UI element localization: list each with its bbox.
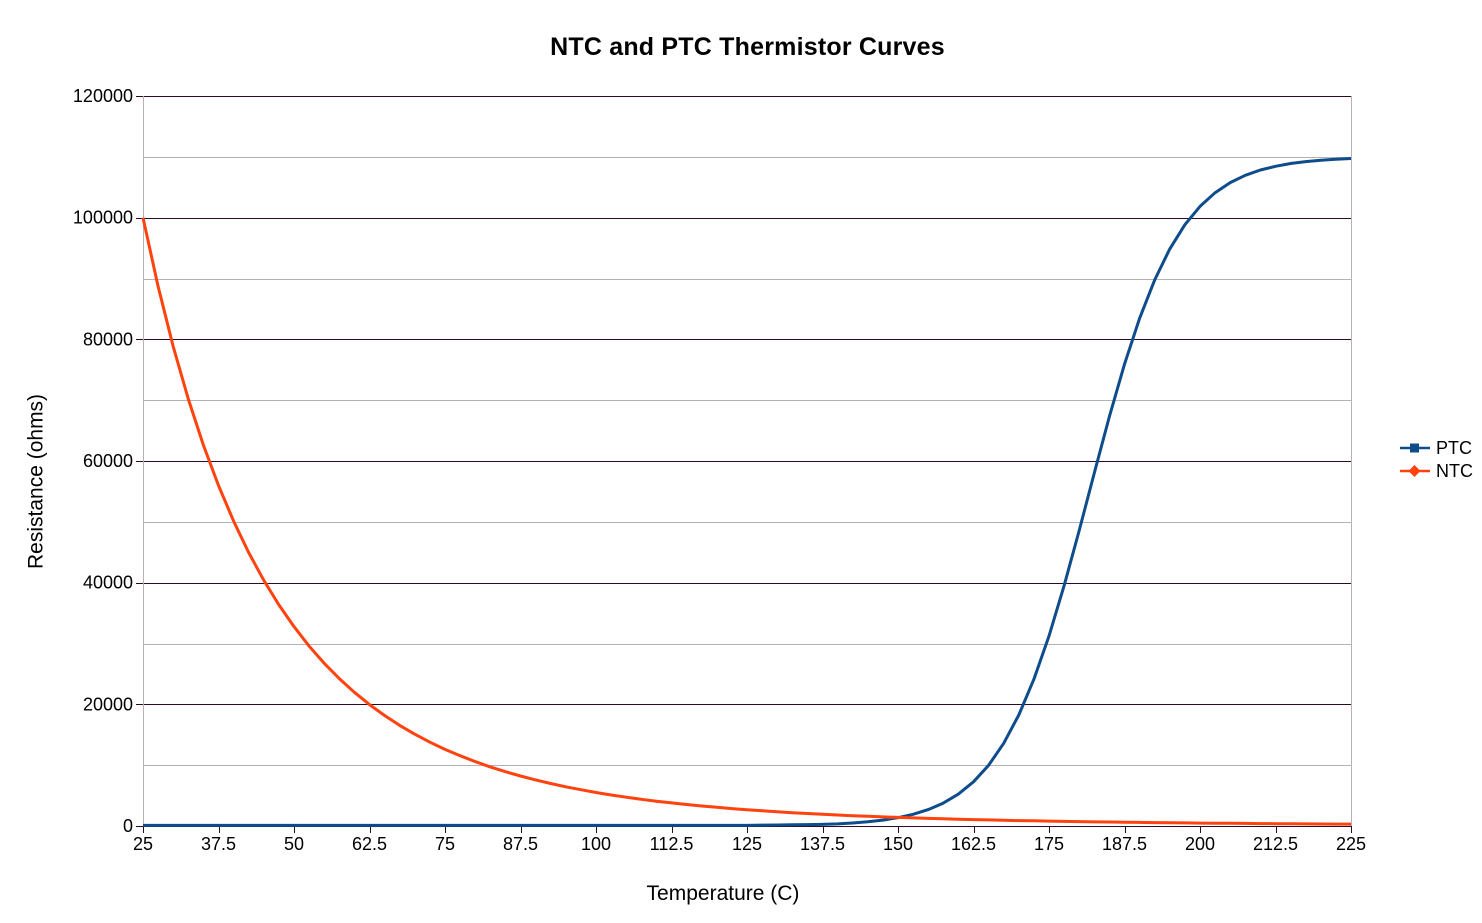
- x-tick-label: 125: [732, 834, 762, 854]
- x-axis-title: Temperature (C): [646, 882, 800, 905]
- x-tick-label: 212.5: [1253, 834, 1298, 854]
- x-tick-label: 187.5: [1102, 834, 1147, 854]
- y-tick-label: 100000: [73, 208, 133, 228]
- square-marker-icon: [1400, 443, 1430, 453]
- x-tick-label: 162.5: [951, 834, 996, 854]
- legend-label: NTC: [1436, 461, 1473, 481]
- legend-item-ntc: NTC: [1398, 461, 1473, 481]
- y-tick-label: 80000: [83, 329, 133, 349]
- x-tick-label: 112.5: [650, 834, 694, 854]
- y-tick-label: 20000: [83, 694, 133, 714]
- x-tick-label: 62.5: [352, 834, 387, 854]
- x-tick-label: 225: [1336, 834, 1366, 854]
- x-tick-label: 200: [1185, 834, 1215, 854]
- chart-title: NTC and PTC Thermistor Curves: [550, 33, 945, 61]
- x-tick-label: 87.5: [503, 834, 538, 854]
- ptc-curve: [143, 157, 1352, 827]
- legend-label: PTC: [1436, 438, 1472, 458]
- y-tick-label: 120000: [73, 86, 133, 106]
- x-tick-label: 37.5: [201, 834, 236, 854]
- x-tick-label: 75: [435, 834, 455, 854]
- y-tick-label: 60000: [83, 451, 133, 471]
- x-tick-label: 100: [581, 834, 611, 854]
- x-tick-label: 50: [284, 834, 304, 854]
- y-tick-label: 0: [123, 816, 133, 836]
- legend: PTC NTC: [1398, 438, 1473, 481]
- x-tick-label: 137.5: [800, 834, 845, 854]
- x-tick-label: 150: [883, 834, 913, 854]
- x-tick-label: 175: [1034, 834, 1064, 854]
- y-axis-title: Resistance (ohms): [24, 393, 48, 569]
- diamond-marker-icon: [1400, 465, 1430, 477]
- x-tick-label: 25: [133, 834, 153, 854]
- legend-item-ptc: PTC: [1398, 438, 1473, 458]
- y-tick-label: 40000: [83, 573, 133, 593]
- ntc-curve: [141, 217, 1351, 826]
